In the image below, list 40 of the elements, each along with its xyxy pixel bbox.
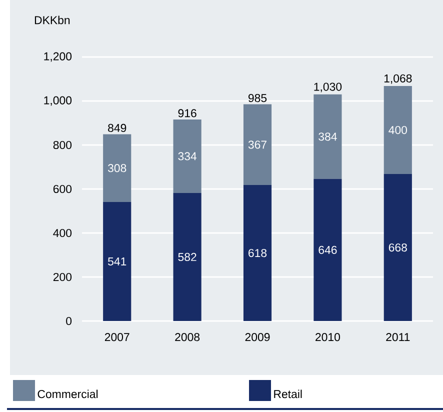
bar bbox=[103, 134, 132, 202]
total-label: 916 bbox=[178, 109, 196, 118]
data-label: 384 bbox=[318, 132, 337, 141]
bar bbox=[173, 192, 202, 321]
data-label: 367 bbox=[248, 140, 266, 149]
y-tick-label: 600 bbox=[53, 184, 72, 194]
data-label: 334 bbox=[178, 152, 197, 160]
x-tick-label: 2010 bbox=[316, 333, 340, 342]
bar bbox=[173, 119, 202, 193]
x-tick-label: 2009 bbox=[245, 333, 270, 342]
y-axis-title: DKKbn bbox=[34, 16, 70, 24]
data-label: 618 bbox=[248, 248, 267, 258]
total-label: 1,030 bbox=[314, 82, 342, 92]
x-tick-label: 2008 bbox=[175, 333, 200, 342]
bar bbox=[243, 104, 272, 186]
data-label: 582 bbox=[178, 252, 196, 262]
bar bbox=[314, 178, 342, 321]
y-tick-label: 400 bbox=[53, 228, 72, 238]
y-tick-label: 0 bbox=[66, 316, 72, 326]
y-tick-label: 200 bbox=[53, 272, 72, 282]
y-tick-label: 800 bbox=[53, 140, 72, 150]
bar bbox=[243, 185, 272, 321]
bar bbox=[314, 94, 342, 179]
legend-label: Retail bbox=[274, 390, 302, 398]
data-label: 668 bbox=[388, 243, 407, 252]
y-tick-label: 1,200 bbox=[44, 52, 72, 62]
data-label: 400 bbox=[388, 126, 408, 134]
data-label: 308 bbox=[108, 164, 126, 172]
total-label: 849 bbox=[108, 124, 126, 132]
bar bbox=[384, 86, 412, 174]
legend-label: Commercial bbox=[38, 390, 98, 398]
y-tick-label: 1,000 bbox=[44, 96, 72, 106]
x-tick-label: 2007 bbox=[104, 333, 130, 342]
total-label: 1,068 bbox=[384, 74, 412, 84]
x-tick-label: 2011 bbox=[386, 333, 410, 342]
bar bbox=[384, 174, 412, 321]
bar bbox=[103, 202, 132, 321]
data-label: 541 bbox=[108, 258, 126, 266]
data-label: 646 bbox=[318, 246, 337, 254]
total-label: 985 bbox=[248, 94, 267, 102]
